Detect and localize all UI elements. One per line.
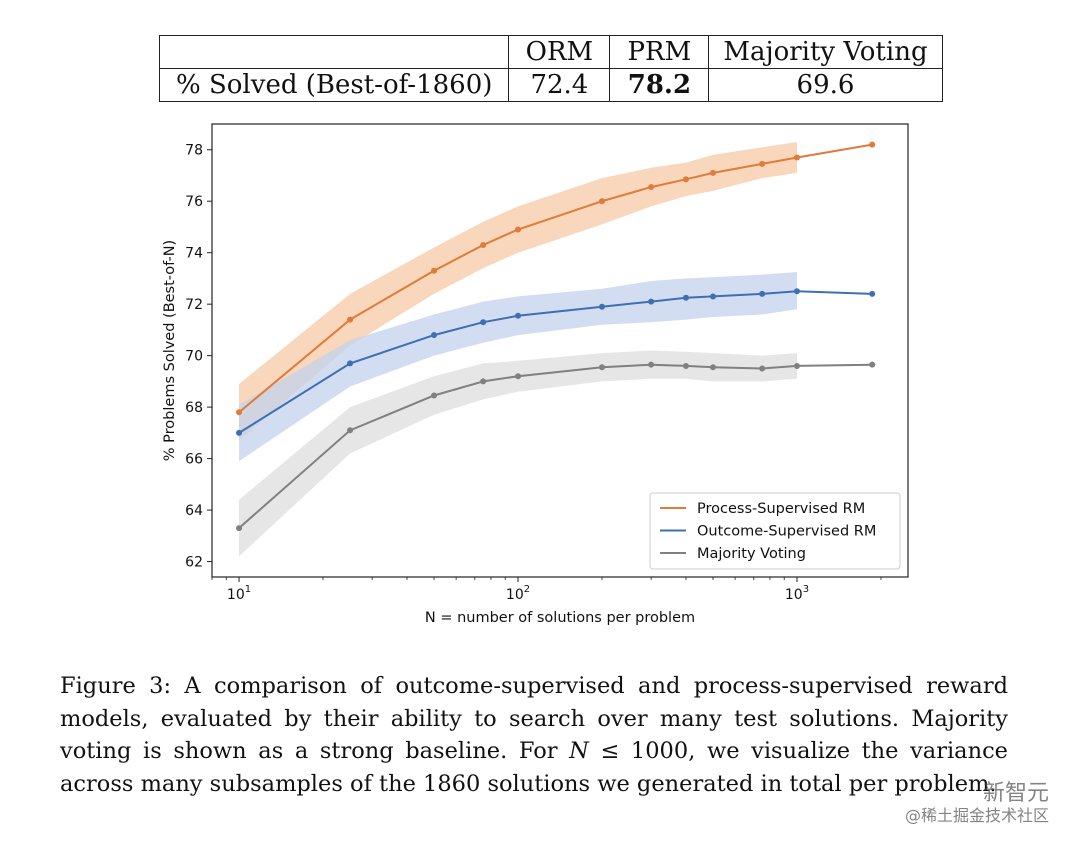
- process-supervised-rm-point: [347, 316, 354, 323]
- process-supervised-rm-point: [648, 184, 655, 191]
- outcome-supervised-rm-point: [869, 290, 876, 297]
- majority-voting-point: [236, 525, 243, 532]
- process-supervised-rm-point: [759, 160, 766, 167]
- process-supervised-rm-point: [869, 141, 876, 148]
- majority-voting-point: [515, 373, 522, 380]
- y-tick-label: 62: [185, 555, 203, 571]
- process-supervised-rm-point: [431, 267, 438, 274]
- y-tick-label: 64: [185, 503, 203, 519]
- process-supervised-rm-point: [598, 198, 605, 205]
- majority-voting-line: [238, 363, 873, 529]
- majority-voting-point: [648, 361, 655, 368]
- y-axis: 62 64 66 68 70 72 74 76 78: [185, 143, 212, 571]
- x-tick-label: 103: [785, 584, 809, 603]
- outcome-supervised-rm-point: [793, 288, 800, 295]
- table-header-majority-voting: Majority Voting: [708, 35, 943, 69]
- process-supervised-rm-point: [682, 176, 689, 183]
- process-supervised-rm-line: [238, 143, 873, 414]
- majority-voting-point: [347, 427, 354, 434]
- process-supervised-rm-point: [515, 226, 522, 233]
- majority-voting-point: [793, 362, 800, 369]
- x-tick-label: 101: [227, 584, 251, 603]
- x-axis: 101 102 103: [211, 577, 882, 603]
- y-axis-label: % Problems Solved (Best-of-N): [162, 240, 178, 461]
- outcome-supervised-rm-point: [598, 303, 605, 310]
- table-header-empty: [158, 35, 510, 69]
- process-supervised-rm-point: [793, 154, 800, 161]
- table-value-orm: 72.4: [508, 68, 611, 102]
- majority-voting-point: [598, 364, 605, 371]
- outcome-supervised-rm-point: [648, 298, 655, 305]
- table-value-majority-voting: 69.6: [708, 68, 943, 102]
- series-lines: [238, 143, 873, 529]
- outcome-supervised-rm-point: [682, 294, 689, 301]
- legend: Process-Supervised RM Outcome-Supervised …: [649, 492, 901, 570]
- outcome-supervised-rm-point: [431, 332, 438, 339]
- watermark: 新智元 @稀土掘金技术社区: [905, 783, 1049, 827]
- outcome-supervised-rm-point: [347, 360, 354, 367]
- caption-math-op: ≤ 1000: [588, 738, 689, 764]
- caption-math-var: N: [569, 738, 589, 764]
- majority-voting-point: [710, 364, 717, 371]
- majority-voting-point: [431, 392, 438, 399]
- majority-voting-band: [239, 350, 797, 557]
- outcome-supervised-rm-point: [710, 293, 717, 300]
- watermark-source: @稀土掘金技术社区: [905, 806, 1050, 825]
- process-supervised-rm-point: [236, 409, 243, 416]
- plot-frame: [211, 123, 909, 578]
- caption-text-1: A comparison of outcome-supervised and p…: [60, 673, 1008, 764]
- watermark-brand: 新智元: [983, 781, 1050, 806]
- process-supervised-rm-point: [710, 169, 717, 176]
- table-row-label: % Solved (Best-of-1860): [158, 68, 510, 102]
- table-data-row: % Solved (Best-of-1860) 72.4 78.2 69.6: [158, 68, 943, 102]
- majority-voting-point: [869, 361, 876, 368]
- process-supervised-rm-band: [239, 142, 797, 441]
- table-value-prm: 78.2: [609, 68, 710, 102]
- series-points: [236, 141, 876, 532]
- y-tick-label: 68: [185, 400, 203, 416]
- y-tick-label: 72: [185, 297, 203, 313]
- legend-entry: Process-Supervised RM: [697, 501, 865, 517]
- majority-voting-point: [759, 365, 766, 372]
- legend-box: [649, 492, 901, 570]
- results-table: ORM PRM Majority Voting % Solved (Best-o…: [158, 35, 943, 102]
- y-tick-label: 66: [185, 452, 203, 468]
- outcome-supervised-rm-line: [238, 290, 873, 434]
- y-tick-label: 78: [185, 143, 203, 159]
- table-header-row: ORM PRM Majority Voting: [158, 35, 943, 69]
- legend-entry: Outcome-Supervised RM: [697, 524, 876, 540]
- outcome-supervised-rm-point: [759, 290, 766, 297]
- y-tick-label: 74: [185, 246, 203, 262]
- x-tick-label: 102: [506, 584, 530, 603]
- legend-entry: Majority Voting: [697, 546, 806, 562]
- table-header-orm: ORM: [508, 35, 611, 69]
- y-tick-label: 76: [185, 194, 203, 210]
- outcome-supervised-rm-point: [480, 319, 487, 326]
- majority-voting-point: [682, 362, 689, 369]
- caption-label: Figure 3:: [60, 673, 172, 699]
- caption-text-2: , we visualize the variance across many …: [60, 738, 1008, 797]
- majority-voting-point: [480, 378, 487, 385]
- x-axis-label: N = number of solutions per problem: [425, 610, 695, 626]
- table-header-prm: PRM: [609, 35, 710, 69]
- best-of-n-chart: 62 64 66 68 70 72 74 76 78 101 102 103 N = number …: [162, 123, 909, 626]
- y-tick-label: 70: [185, 349, 203, 365]
- variance-bands: [239, 142, 797, 557]
- outcome-supervised-rm-point: [515, 312, 522, 319]
- process-supervised-rm-point: [480, 241, 487, 248]
- outcome-supervised-rm-point: [236, 429, 243, 436]
- outcome-supervised-rm-band: [239, 272, 797, 462]
- figure-caption: Figure 3: A comparison of outcome-superv…: [60, 670, 1008, 800]
